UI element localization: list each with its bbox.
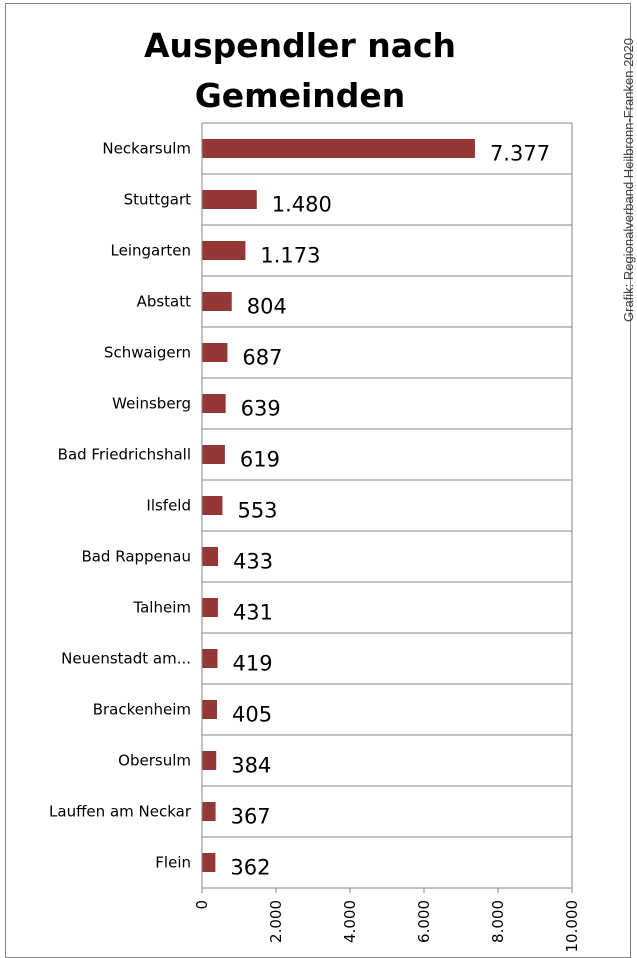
data-label: 367 [231,805,271,829]
chart-title-line-2: Gemeinden [194,76,406,115]
category-label: Weinsberg [112,395,191,413]
category-label: Abstatt [137,293,192,311]
bar [202,241,246,260]
category-label: Brackenheim [93,701,191,719]
category-label: Bad Rappenau [81,548,191,566]
bar [202,751,217,770]
data-label: 405 [232,703,272,727]
category-label: Neckarsulm [102,140,191,158]
category-label: Leingarten [111,242,192,260]
x-tick-label: 0 [193,900,211,910]
bar [202,853,216,872]
data-label: 419 [233,652,273,676]
chart-title-line-1: Auspendler nach [143,26,457,65]
category-label: Talheim [132,599,191,617]
bar [202,139,475,158]
data-label: 1.173 [260,244,320,268]
x-tick-label: 6.000 [415,900,433,943]
data-label: 553 [237,499,277,523]
bar [202,496,223,515]
data-label: 433 [233,550,273,574]
bar [202,190,257,209]
bar [202,547,219,566]
data-label: 619 [240,448,280,472]
bar [202,700,217,719]
data-label: 687 [242,346,282,370]
data-label: 362 [230,856,270,880]
x-tick-label: 4.000 [341,900,359,943]
x-tick-label: 2.000 [267,900,285,943]
data-label: 431 [233,601,273,625]
category-label: Ilsfeld [146,497,191,515]
category-label: Stuttgart [124,191,192,209]
category-label: Bad Friedrichshall [58,446,191,464]
category-label: Schwaigern [104,344,191,362]
data-label: 1.480 [272,193,332,217]
bar [202,343,228,362]
category-label: Flein [155,854,191,872]
category-label: Neuenstadt am... [61,650,191,668]
category-label: Obersulm [118,752,191,770]
bar [202,394,226,413]
data-label: 384 [231,754,271,778]
bar [202,598,218,617]
x-tick-label: 8.000 [489,900,507,943]
bar [202,292,232,311]
x-tick-label: 10.000 [563,900,581,953]
bar [202,802,216,821]
bar [202,445,225,464]
data-label: 639 [241,397,281,421]
data-label: 7.377 [490,142,550,166]
data-label: 804 [247,295,287,319]
bar [202,649,218,668]
category-label: Lauffen am Neckar [49,803,192,821]
